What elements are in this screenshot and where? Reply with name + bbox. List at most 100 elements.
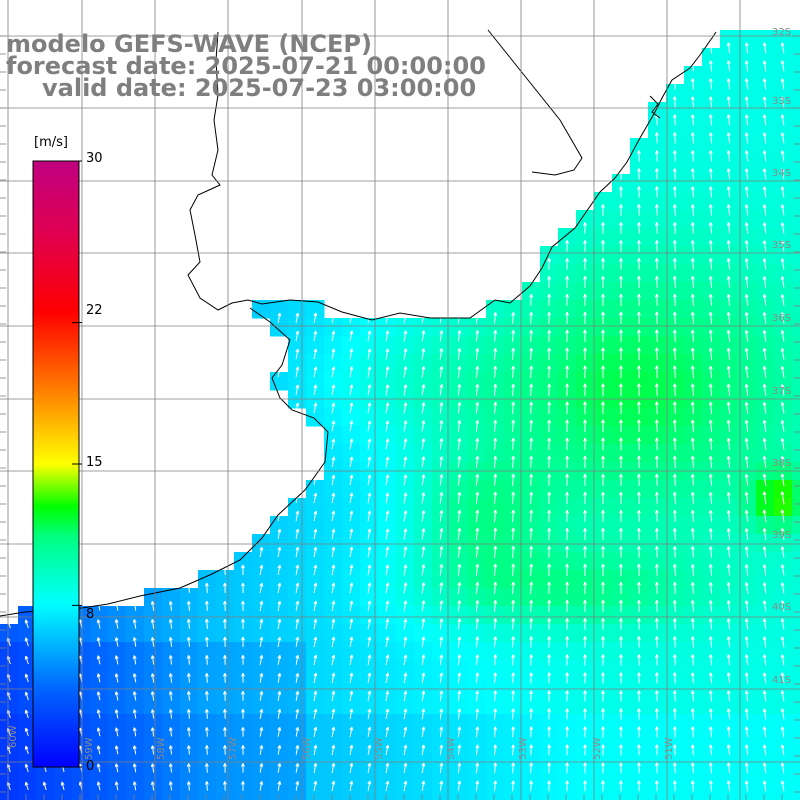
wind-speed-cell — [468, 768, 487, 787]
wind-speed-cell — [468, 426, 487, 445]
wind-arrow — [780, 96, 785, 108]
wind-arrow — [744, 168, 749, 180]
wind-arrow — [654, 780, 659, 792]
wind-arrow — [277, 546, 282, 558]
wind-speed-cell — [180, 768, 199, 787]
wind-arrow — [421, 564, 426, 576]
wind-arrow — [708, 204, 713, 216]
wind-speed-cell — [504, 318, 523, 337]
wind-arrow — [565, 455, 570, 468]
wind-arrow — [636, 222, 641, 234]
wind-speed-cell — [342, 354, 361, 373]
wind-arrow — [349, 438, 354, 450]
wind-arrow — [457, 654, 462, 666]
wind-speed-cell — [522, 768, 541, 787]
wind-speed-cell — [126, 642, 145, 661]
wind-arrow — [654, 293, 659, 306]
wind-arrow — [708, 293, 713, 306]
wind-arrow — [565, 762, 569, 774]
wind-speed-cell — [414, 570, 433, 589]
wind-speed-cell — [720, 498, 739, 517]
wind-speed-cell — [774, 210, 793, 229]
wind-speed-cell — [738, 408, 757, 427]
wind-speed-cell — [738, 750, 757, 769]
wind-arrow — [708, 150, 713, 162]
wind-speed-cell — [378, 534, 397, 553]
wind-speed-cell — [684, 246, 703, 265]
wind-arrow — [762, 114, 767, 126]
wind-speed-cell — [774, 372, 793, 391]
wind-speed-cell — [756, 750, 775, 769]
wind-arrow — [547, 780, 552, 792]
wind-arrow — [385, 402, 390, 414]
wind-speed-cell — [774, 552, 793, 571]
wind-arrow — [762, 365, 767, 378]
wind-arrow — [24, 673, 29, 683]
wind-arrow — [168, 600, 173, 611]
wind-arrow — [601, 654, 605, 666]
wind-arrow — [690, 528, 695, 540]
wind-arrow — [475, 419, 480, 432]
wind-speed-cell — [738, 264, 757, 283]
wind-speed-cell — [414, 426, 433, 445]
wind-speed-cell — [774, 588, 793, 607]
wind-speed-cell — [666, 678, 685, 697]
wind-arrow — [780, 491, 785, 505]
wind-speed-cell — [594, 786, 613, 800]
wind-speed-cell — [684, 678, 703, 697]
wind-speed-cell — [702, 192, 721, 211]
wind-arrow — [313, 564, 318, 576]
wind-arrow — [636, 347, 641, 361]
wind-speed-cell — [270, 786, 289, 800]
wind-arrow — [529, 311, 534, 324]
wind-arrow — [529, 545, 534, 558]
wind-arrow — [295, 763, 300, 773]
wind-speed-cell — [738, 192, 757, 211]
wind-speed-cell — [558, 264, 577, 283]
wind-arrow — [168, 618, 173, 629]
wind-arrow — [565, 726, 569, 738]
wind-speed-cell — [342, 534, 361, 553]
wind-arrow — [583, 509, 587, 522]
wind-speed-cell — [666, 228, 685, 247]
wind-speed-cell — [702, 336, 721, 355]
wind-speed-cell — [414, 606, 433, 625]
wind-arrow — [565, 527, 570, 540]
wind-speed-cell — [360, 606, 379, 625]
wind-arrow — [457, 780, 462, 792]
wind-arrow — [421, 474, 426, 486]
wind-arrow — [690, 275, 695, 288]
wind-speed-cell — [666, 714, 685, 733]
wind-speed-cell — [504, 336, 523, 355]
wind-arrow — [313, 618, 318, 630]
wind-speed-cell — [108, 768, 127, 787]
wind-arrow — [672, 509, 677, 522]
wind-arrow — [672, 150, 677, 162]
wind-arrow — [654, 329, 659, 343]
wind-arrow — [583, 636, 587, 648]
wind-speed-cell — [648, 606, 667, 625]
wind-speed-cell — [432, 570, 451, 589]
wind-arrow — [708, 618, 713, 630]
wind-arrow — [672, 347, 677, 361]
wind-speed-cell — [630, 714, 649, 733]
wind-speed-cell — [396, 318, 415, 337]
wind-speed-cell — [774, 480, 793, 499]
wind-speed-cell — [252, 660, 271, 679]
wind-arrow — [511, 527, 516, 541]
wind-speed-cell — [378, 408, 397, 427]
wind-speed-cell — [0, 750, 19, 769]
wind-arrow — [457, 581, 462, 594]
wind-speed-cell — [684, 750, 703, 769]
wind-speed-cell — [774, 678, 793, 697]
wind-arrow — [762, 437, 767, 450]
wind-speed-cell — [414, 714, 433, 733]
wind-speed-cell — [234, 570, 253, 589]
wind-speed-cell — [198, 786, 217, 800]
wind-arrow — [780, 582, 785, 594]
wind-speed-cell — [180, 732, 199, 751]
wind-speed-cell — [594, 282, 613, 301]
wind-speed-cell — [720, 210, 739, 229]
wind-speed-cell — [450, 606, 469, 625]
wind-arrow — [204, 582, 209, 593]
